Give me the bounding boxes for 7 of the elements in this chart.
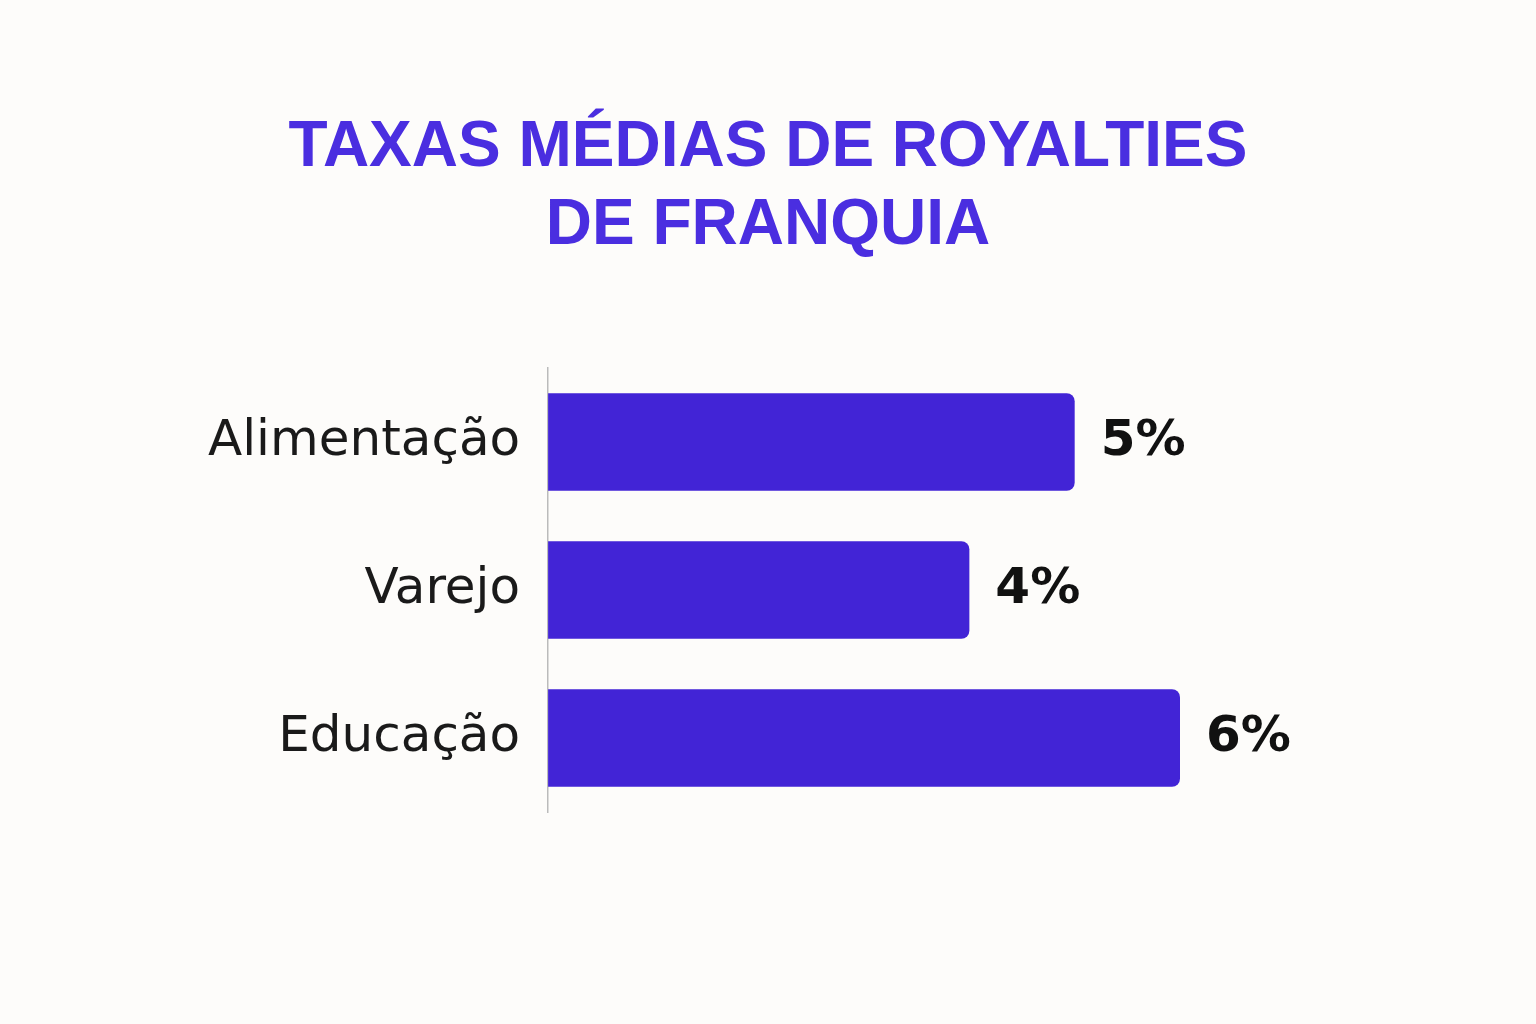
data-label: 5% [1100, 408, 1186, 467]
data-label: 6% [1206, 704, 1291, 763]
data-label: 4% [995, 556, 1081, 615]
y-tick-label: Alimentação [208, 408, 521, 467]
y-tick-label: Educação [278, 704, 521, 763]
y-tick-label: Varejo [364, 556, 521, 615]
chart-title: TAXAS MÉDIAS DE ROYALTIES DE FRANQUIA [287, 107, 1249, 260]
